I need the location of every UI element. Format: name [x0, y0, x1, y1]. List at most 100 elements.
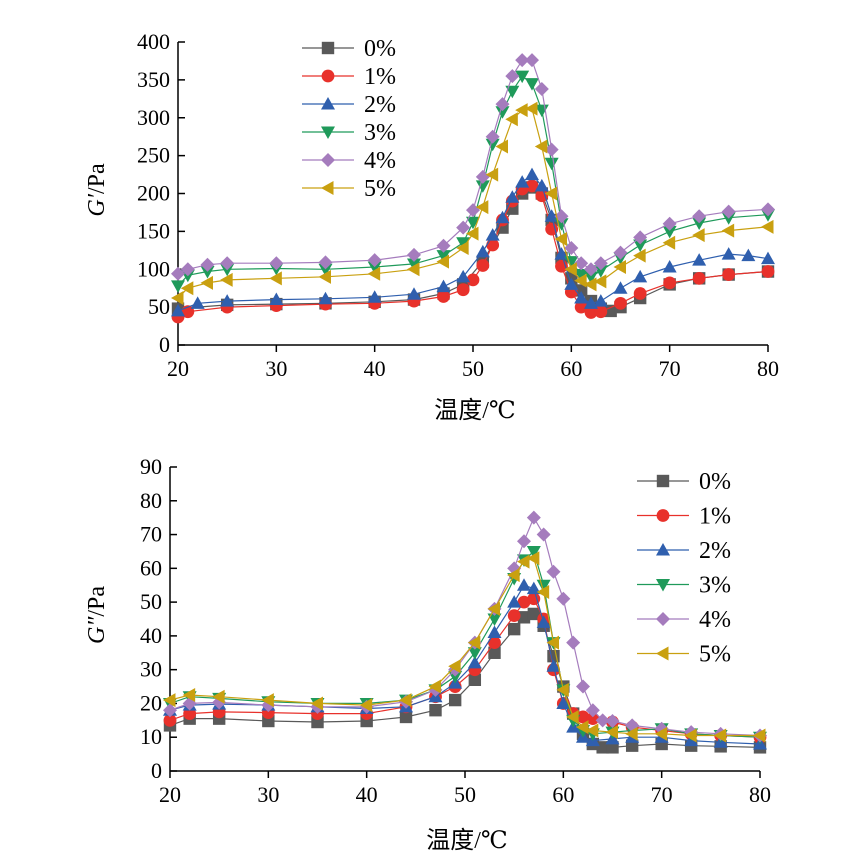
y-tick-label: 10 [140, 724, 162, 749]
data-point [536, 584, 550, 599]
data-point [662, 216, 677, 231]
data-point [180, 262, 195, 277]
data-point [556, 682, 569, 697]
y-tick-label: 200 [137, 181, 170, 206]
data-point [545, 222, 559, 236]
data-point [574, 300, 588, 314]
legend: 0% 1% 2% 3% 4% 5% [637, 469, 731, 668]
data-point [448, 659, 461, 674]
data-point [437, 290, 450, 303]
y-tick-label: 40 [140, 623, 162, 648]
data-point [564, 277, 579, 290]
data-point [495, 210, 510, 224]
data-point [485, 167, 499, 182]
legend-marker [321, 181, 334, 195]
legend-marker [656, 543, 670, 556]
legend-label: 2% [364, 92, 396, 118]
data-point [515, 70, 530, 84]
data-point [456, 283, 470, 297]
series-1 [171, 179, 775, 324]
data-point [546, 564, 561, 579]
legend-label: 1% [364, 64, 396, 90]
data-point [721, 247, 736, 260]
data-point [466, 226, 479, 241]
data-point [495, 106, 510, 119]
data-point [399, 710, 413, 724]
data-point [761, 265, 775, 278]
legend-label: 4% [364, 148, 396, 174]
x-tick-label: 20 [159, 782, 181, 807]
legend-marker [656, 612, 670, 626]
data-point [163, 713, 177, 727]
y-tick-label: 0 [151, 758, 162, 783]
data-point [367, 266, 381, 281]
data-point [171, 280, 185, 293]
series-2 [171, 167, 775, 317]
legend-marker [656, 579, 670, 592]
data-point [604, 304, 617, 318]
data-point [692, 228, 705, 243]
data-point [467, 655, 482, 669]
y-tick-label: 0 [159, 332, 170, 357]
data-point [515, 175, 530, 188]
data-point [662, 235, 676, 250]
legend-label: 3% [364, 120, 396, 146]
data-point [663, 276, 677, 290]
data-point [534, 139, 548, 154]
data-point [517, 554, 530, 569]
legend-label: 2% [699, 538, 731, 564]
data-point [585, 703, 600, 718]
data-point [584, 277, 597, 292]
data-point [456, 269, 471, 283]
data-point [507, 622, 521, 636]
data-point [163, 693, 176, 708]
data-point [633, 239, 648, 253]
data-point [448, 693, 462, 707]
data-point [535, 189, 549, 203]
data-point [633, 269, 648, 283]
data-point [593, 265, 608, 278]
data-point [269, 292, 284, 306]
data-point [544, 157, 559, 171]
data-point [466, 203, 480, 218]
data-point [456, 241, 469, 256]
data-point [544, 142, 559, 157]
x-tick-label: 60 [552, 782, 574, 807]
data-point [584, 271, 598, 284]
data-point [574, 291, 589, 304]
y-axis-title-unit: /Pa [84, 586, 110, 617]
data-point [654, 726, 668, 741]
data-point [367, 253, 382, 268]
data-point [318, 269, 331, 284]
data-point [593, 274, 607, 289]
data-point [171, 291, 184, 306]
data-point [436, 279, 451, 293]
data-point [605, 714, 620, 729]
data-point [428, 679, 441, 694]
data-point [359, 698, 373, 713]
data-point [517, 611, 531, 624]
data-point [487, 625, 502, 639]
data-point [220, 272, 233, 287]
data-point [534, 178, 549, 192]
data-point [536, 527, 551, 542]
data-point [525, 78, 539, 91]
data-point [261, 693, 274, 708]
y-tick-label: 50 [148, 294, 170, 319]
data-point [536, 579, 551, 593]
data-point [584, 306, 598, 319]
x-axis-title: 温度/℃ [426, 827, 508, 854]
legend-label: 0% [364, 36, 396, 62]
y-tick-label: 20 [140, 690, 162, 715]
data-point [584, 262, 598, 277]
data-point [761, 251, 775, 265]
data-point [585, 723, 599, 738]
data-point [605, 725, 618, 740]
data-point [614, 296, 627, 310]
data-point [692, 209, 707, 224]
data-point [515, 53, 530, 68]
data-point [536, 615, 551, 628]
legend-label: 1% [699, 504, 731, 530]
data-point [407, 287, 421, 300]
x-tick-label: 40 [356, 782, 378, 807]
